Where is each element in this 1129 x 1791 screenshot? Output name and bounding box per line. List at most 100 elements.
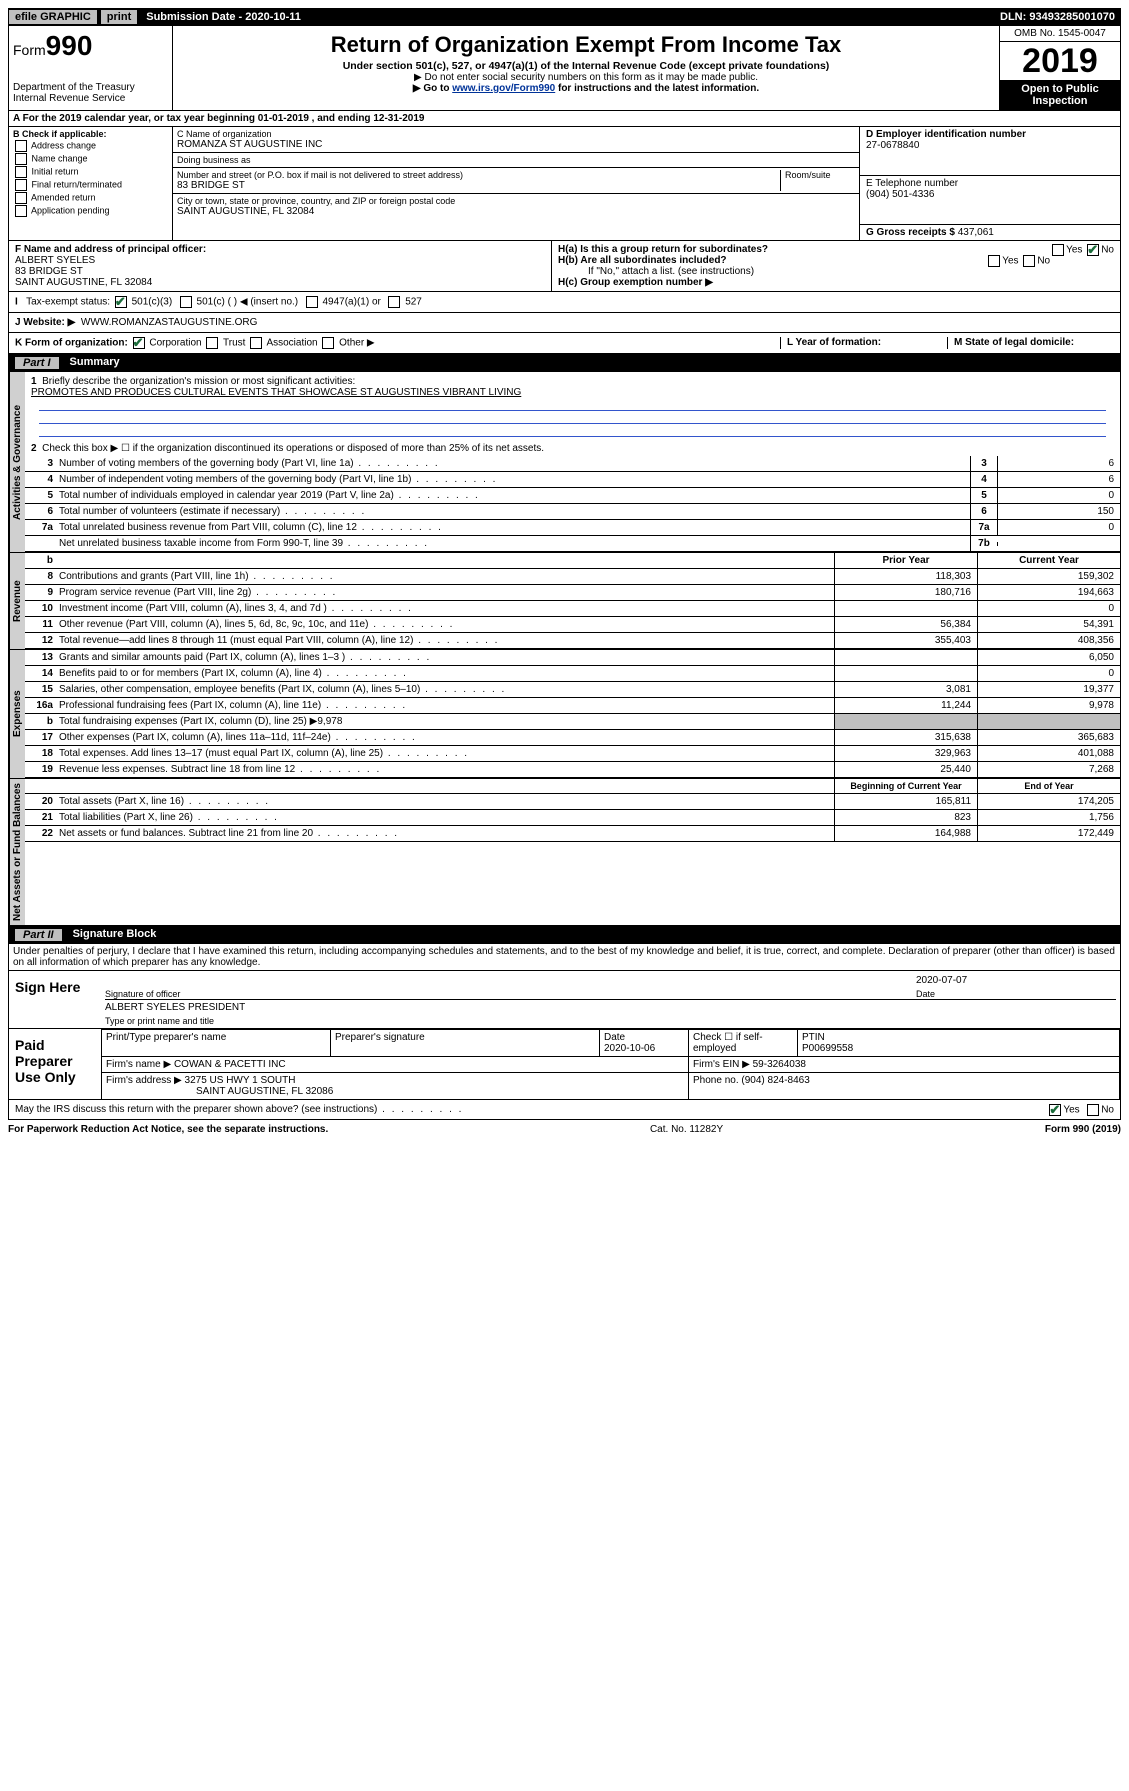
summary-row: 13Grants and similar amounts paid (Part … (25, 650, 1120, 666)
summary-row: 9Program service revenue (Part VIII, lin… (25, 585, 1120, 601)
summary-row: 10Investment income (Part VIII, column (… (25, 601, 1120, 617)
governance-label: Activities & Governance (9, 372, 25, 552)
ein-value: 27-0678840 (866, 140, 1114, 151)
paid-preparer-row: Paid Preparer Use Only Print/Type prepar… (8, 1029, 1121, 1100)
row-fh: F Name and address of principal officer:… (8, 240, 1121, 291)
row-tax-status: I Tax-exempt status: 501(c)(3) 501(c) ( … (8, 291, 1121, 312)
expenses-label: Expenses (9, 650, 25, 778)
summary-row: 7aTotal unrelated business revenue from … (25, 520, 1120, 536)
gross-receipts: 437,061 (958, 227, 994, 238)
part1-header: Part I Summary (8, 354, 1121, 372)
revenue-block: Revenue b Prior Year Current Year 8Contr… (8, 553, 1121, 650)
telephone-value: (904) 501-4336 (866, 189, 1114, 200)
summary-row: 14Benefits paid to or for members (Part … (25, 666, 1120, 682)
org-name: ROMANZA ST AUGUSTINE INC (177, 139, 855, 150)
sign-date: 2020-07-07 (916, 975, 1116, 989)
form-header: Form990 Department of the Treasury Inter… (8, 26, 1121, 111)
summary-row: 17Other expenses (Part IX, column (A), l… (25, 730, 1120, 746)
527-checkbox[interactable] (388, 296, 400, 308)
box-b-option[interactable]: Amended return (13, 192, 168, 204)
box-d: D Employer identification number 27-0678… (859, 127, 1120, 240)
4947-checkbox[interactable] (306, 296, 318, 308)
netassets-block: Net Assets or Fund Balances Beginning of… (8, 779, 1121, 926)
street-address: 83 BRIDGE ST (177, 180, 776, 191)
note-link: ▶ Go to www.irs.gov/Form990 for instruct… (177, 83, 995, 94)
summary-row: 11Other revenue (Part VIII, column (A), … (25, 617, 1120, 633)
summary-row: Net unrelated business taxable income fr… (25, 536, 1120, 552)
irs-link[interactable]: www.irs.gov/Form990 (452, 83, 555, 94)
efile-button[interactable]: efile GRAPHIC (8, 9, 98, 25)
note-ssn: ▶ Do not enter social security numbers o… (177, 72, 995, 83)
summary-row: 5Total number of individuals employed in… (25, 488, 1120, 504)
summary-row: 21Total liabilities (Part X, line 26)823… (25, 810, 1120, 826)
row-j: J Website: ▶ WWW.ROMANZASTAUGUSTINE.ORG (8, 312, 1121, 333)
firm-phone: (904) 824-8463 (741, 1075, 809, 1086)
summary-row: 15Salaries, other compensation, employee… (25, 682, 1120, 698)
summary-row: 4Number of independent voting members of… (25, 472, 1120, 488)
page-footer: For Paperwork Reduction Act Notice, see … (8, 1120, 1121, 1135)
open-public-badge: Open to Public Inspection (1000, 80, 1120, 110)
ha-no-checkbox[interactable] (1087, 244, 1099, 256)
revenue-label: Revenue (9, 553, 25, 649)
ptin-value: P00699558 (802, 1043, 1115, 1054)
expenses-block: Expenses 13Grants and similar amounts pa… (8, 650, 1121, 779)
omb-number: OMB No. 1545-0047 (1000, 26, 1120, 42)
summary-row: 22Net assets or fund balances. Subtract … (25, 826, 1120, 842)
form-subtitle: Under section 501(c), 527, or 4947(a)(1)… (177, 60, 995, 72)
form-title: Return of Organization Exempt From Incom… (177, 32, 995, 58)
submission-date-label: Submission Date - 2020-10-11 (140, 10, 307, 24)
other-checkbox[interactable] (322, 337, 334, 349)
print-button[interactable]: print (100, 9, 138, 25)
box-c: C Name of organization ROMANZA ST AUGUST… (173, 127, 859, 240)
summary-row: bTotal fundraising expenses (Part IX, co… (25, 714, 1120, 730)
hb-no-checkbox[interactable] (1023, 255, 1035, 267)
preparer-table: Print/Type preparer's name Preparer's si… (101, 1029, 1120, 1099)
box-b-option[interactable]: Initial return (13, 166, 168, 178)
firm-name: COWAN & PACETTI INC (174, 1059, 286, 1070)
city-state-zip: SAINT AUGUSTINE, FL 32084 (177, 206, 855, 217)
section-bcd: B Check if applicable: Address change Na… (8, 127, 1121, 240)
discuss-yes-checkbox[interactable] (1049, 1104, 1061, 1116)
assoc-checkbox[interactable] (250, 337, 262, 349)
tax-year: 2019 (1000, 42, 1120, 80)
summary-row: 3Number of voting members of the governi… (25, 456, 1120, 472)
box-b: B Check if applicable: Address change Na… (9, 127, 173, 240)
summary-row: 19Revenue less expenses. Subtract line 1… (25, 762, 1120, 778)
trust-checkbox[interactable] (206, 337, 218, 349)
top-bar: efile GRAPHIC print Submission Date - 20… (8, 8, 1121, 26)
dln-label: DLN: 93493285001070 (1000, 11, 1121, 23)
netassets-label: Net Assets or Fund Balances (9, 779, 25, 925)
ha-yes-checkbox[interactable] (1052, 244, 1064, 256)
part2-header: Part II Signature Block (8, 926, 1121, 944)
officer-typed-name: ALBERT SYELES PRESIDENT (105, 1002, 1116, 1016)
firm-ein: 59-3264038 (753, 1059, 806, 1070)
room-suite-label: Room/suite (781, 170, 855, 191)
mission-text: PROMOTES AND PRODUCES CULTURAL EVENTS TH… (31, 387, 521, 398)
row-a-calendar-year: A For the 2019 calendar year, or tax yea… (8, 111, 1121, 127)
501c3-checkbox[interactable] (115, 296, 127, 308)
summary-row: 12Total revenue—add lines 8 through 11 (… (25, 633, 1120, 649)
discuss-no-checkbox[interactable] (1087, 1104, 1099, 1116)
corp-checkbox[interactable] (133, 337, 145, 349)
summary-row: 6Total number of volunteers (estimate if… (25, 504, 1120, 520)
box-b-option[interactable]: Name change (13, 153, 168, 165)
hb-yes-checkbox[interactable] (988, 255, 1000, 267)
summary-row: 16aProfessional fundraising fees (Part I… (25, 698, 1120, 714)
sign-here-row: Sign Here Signature of officer 2020-07-0… (8, 971, 1121, 1029)
box-b-option[interactable]: Application pending (13, 205, 168, 217)
box-h: H(a) Is this a group return for subordin… (551, 241, 1120, 291)
discuss-row: May the IRS discuss this return with the… (8, 1100, 1121, 1120)
dept-label: Department of the Treasury Internal Reve… (13, 82, 168, 104)
governance-block: Activities & Governance 1 Briefly descri… (8, 372, 1121, 553)
box-b-option[interactable]: Address change (13, 140, 168, 152)
officer-name: ALBERT SYELES (15, 255, 545, 266)
501c-checkbox[interactable] (180, 296, 192, 308)
box-b-option[interactable]: Final return/terminated (13, 179, 168, 191)
summary-row: 18Total expenses. Add lines 13–17 (must … (25, 746, 1120, 762)
perjury-statement: Under penalties of perjury, I declare th… (8, 944, 1121, 971)
summary-row: 8Contributions and grants (Part VIII, li… (25, 569, 1120, 585)
website-value: WWW.ROMANZASTAUGUSTINE.ORG (81, 317, 257, 328)
row-klm: K Form of organization: Corporation Trus… (8, 333, 1121, 354)
form-number: Form990 (13, 30, 168, 62)
box-f: F Name and address of principal officer:… (9, 241, 551, 291)
